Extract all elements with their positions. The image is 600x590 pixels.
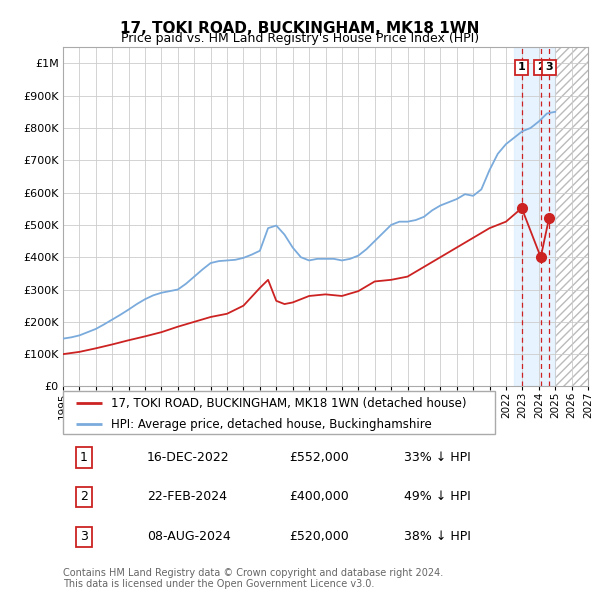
Text: 2: 2 — [80, 490, 88, 503]
Text: Contains HM Land Registry data © Crown copyright and database right 2024.: Contains HM Land Registry data © Crown c… — [63, 568, 443, 578]
Text: £552,000: £552,000 — [289, 451, 349, 464]
Text: 22-FEB-2024: 22-FEB-2024 — [147, 490, 227, 503]
Text: 1: 1 — [80, 451, 88, 464]
Text: 17, TOKI ROAD, BUCKINGHAM, MK18 1WN (detached house): 17, TOKI ROAD, BUCKINGHAM, MK18 1WN (det… — [110, 396, 466, 409]
Text: £400,000: £400,000 — [289, 490, 349, 503]
Text: 38% ↓ HPI: 38% ↓ HPI — [404, 530, 471, 543]
Text: Price paid vs. HM Land Registry's House Price Index (HPI): Price paid vs. HM Land Registry's House … — [121, 32, 479, 45]
Text: 1: 1 — [518, 63, 526, 73]
Text: 2: 2 — [537, 63, 545, 73]
Text: £520,000: £520,000 — [289, 530, 349, 543]
Bar — [555, 47, 596, 386]
Text: 49% ↓ HPI: 49% ↓ HPI — [404, 490, 471, 503]
Text: 3: 3 — [80, 530, 88, 543]
Text: 33% ↓ HPI: 33% ↓ HPI — [404, 451, 471, 464]
Text: 3: 3 — [545, 63, 553, 73]
Text: HPI: Average price, detached house, Buckinghamshire: HPI: Average price, detached house, Buck… — [110, 418, 431, 431]
Bar — [514, 47, 555, 386]
Text: 08-AUG-2024: 08-AUG-2024 — [147, 530, 231, 543]
Bar — [555, 47, 596, 386]
Text: 16-DEC-2022: 16-DEC-2022 — [147, 451, 230, 464]
Text: 17, TOKI ROAD, BUCKINGHAM, MK18 1WN: 17, TOKI ROAD, BUCKINGHAM, MK18 1WN — [121, 21, 479, 35]
Text: This data is licensed under the Open Government Licence v3.0.: This data is licensed under the Open Gov… — [63, 579, 374, 589]
FancyBboxPatch shape — [63, 391, 495, 434]
